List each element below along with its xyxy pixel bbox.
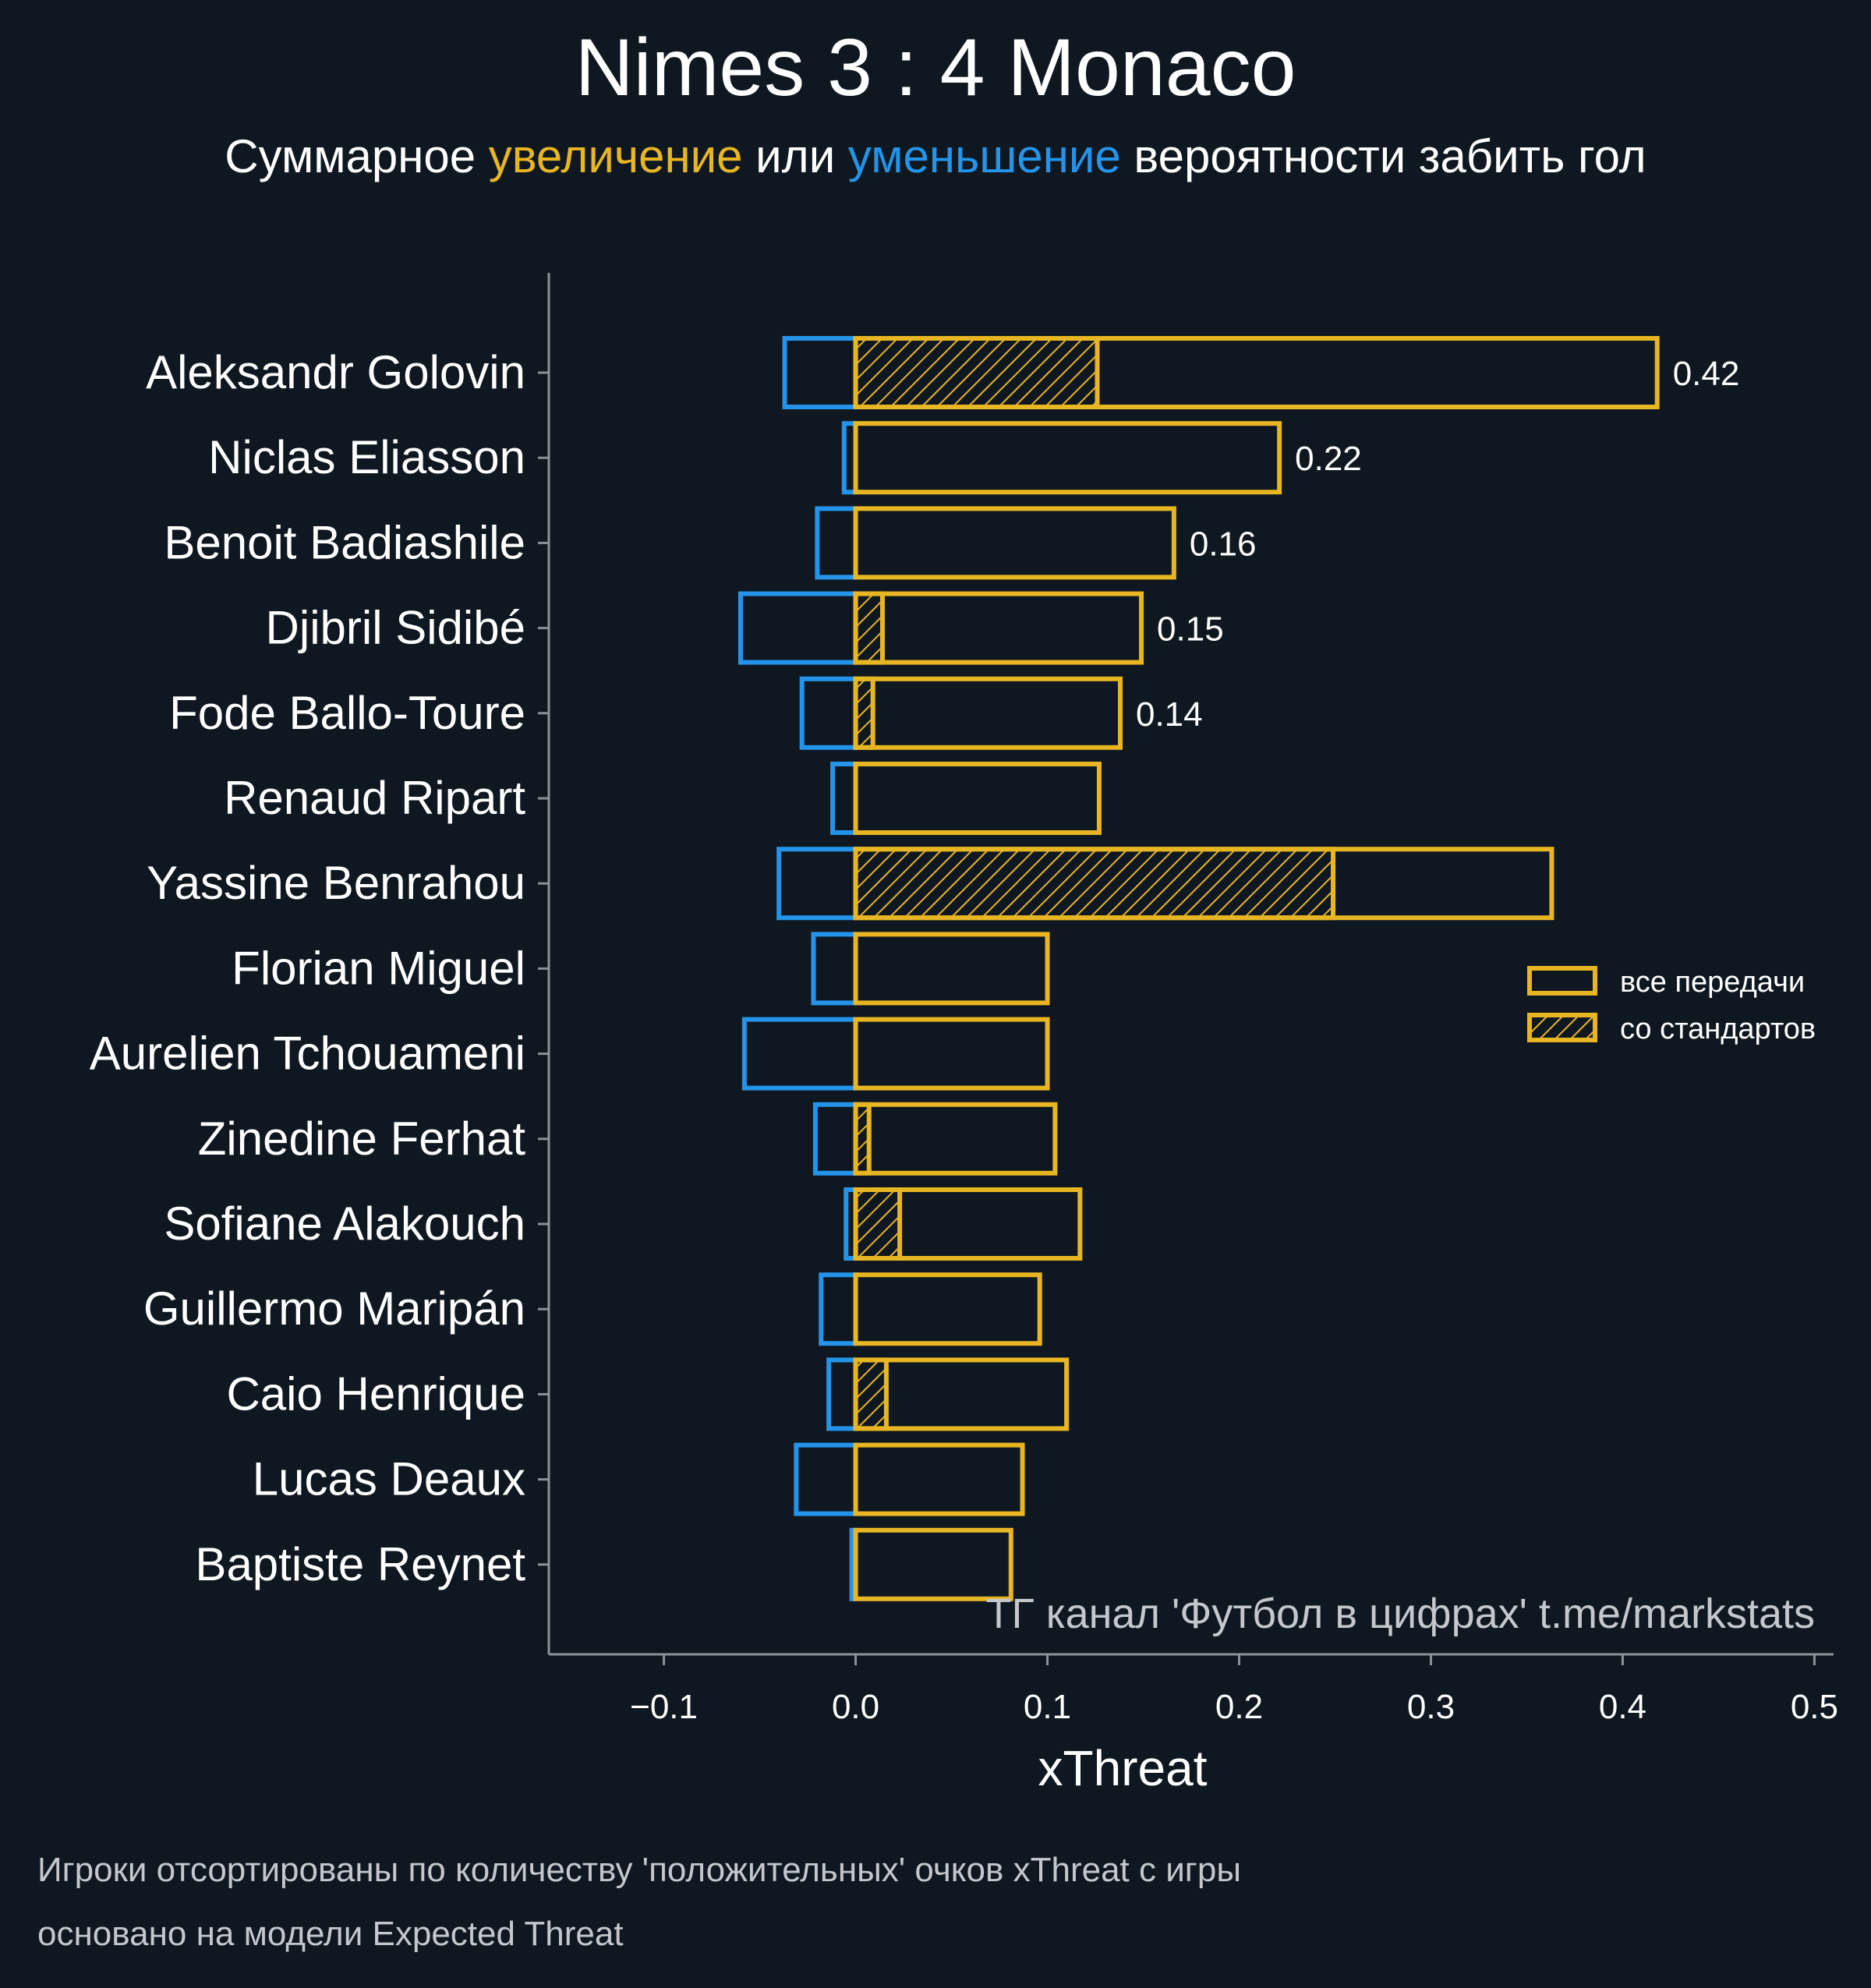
set-piece-bar xyxy=(853,1187,903,1261)
y-tick-label: Aurelien Tchouameni xyxy=(90,1028,525,1080)
negative-bar xyxy=(815,506,858,580)
positive-bar xyxy=(853,1017,1050,1091)
negative-bar xyxy=(782,336,858,409)
set-piece-bar xyxy=(853,676,875,750)
y-tick-label: Benoit Badiashile xyxy=(164,516,525,568)
x-tick-label: 0.0 xyxy=(832,1688,879,1726)
negative-bar xyxy=(799,676,858,750)
legend-swatch-all-passes xyxy=(1527,966,1597,996)
set-piece-bar xyxy=(853,1357,889,1431)
subtitle-part3: вероятности забить гол xyxy=(1120,130,1646,182)
bars xyxy=(737,336,1660,1601)
negative-bar xyxy=(794,1442,858,1516)
x-tick-label: −0.1 xyxy=(630,1688,698,1726)
set-piece-bar xyxy=(853,336,1100,409)
x-axis-label: xThreat xyxy=(1038,1740,1208,1796)
y-tick-label: Florian Miguel xyxy=(232,942,525,994)
x-tick-label: 0.5 xyxy=(1791,1688,1838,1726)
negative-bar xyxy=(812,1102,858,1176)
y-tick-label: Aleksandr Golovin xyxy=(146,346,525,398)
positive-bar xyxy=(853,1272,1042,1346)
positive-bar xyxy=(853,762,1102,835)
data-label: 0.16 xyxy=(1190,525,1257,563)
x-tick-label: 0.2 xyxy=(1215,1688,1263,1726)
subtitle-decrease: уменьшение xyxy=(847,130,1121,182)
x-tick-label: 0.1 xyxy=(1024,1688,1071,1726)
y-tick-label: Djibril Sidibé xyxy=(266,602,525,654)
labels: Aleksandr Golovin 0.42 Niclas Eliasson 0.22… xyxy=(90,346,1740,1590)
subtitle-increase: увеличение xyxy=(488,130,743,182)
y-tick-label: Guillermo Maripán xyxy=(143,1282,525,1335)
positive-bar xyxy=(853,932,1050,1006)
positive-bar xyxy=(853,1102,1058,1176)
negative-bar xyxy=(811,932,858,1006)
footnote-line2: основано на модели Expected Threat xyxy=(37,1915,624,1953)
y-tick-label: Baptiste Reynet xyxy=(195,1538,525,1590)
y-tick-label: Lucas Deaux xyxy=(253,1453,525,1505)
positive-bar xyxy=(853,676,1123,750)
x-tick-label: 0.3 xyxy=(1407,1688,1455,1726)
subtitle-part2: или xyxy=(742,130,848,182)
negative-bar xyxy=(737,591,858,665)
y-tick-label: Yassine Benrahou xyxy=(147,857,525,909)
data-label: 0.14 xyxy=(1136,695,1203,734)
data-label: 0.15 xyxy=(1157,610,1224,649)
y-tick-label: Fode Ballo-Toure xyxy=(169,687,525,739)
y-tick-label: Niclas Eliasson xyxy=(208,431,525,483)
set-piece-bar xyxy=(853,591,885,665)
positive-bar xyxy=(853,421,1282,495)
x-tick-label: 0.4 xyxy=(1599,1688,1646,1726)
positive-bar xyxy=(853,1187,1083,1261)
negative-bar xyxy=(776,847,858,921)
y-tick-label: Sofiane Alakouch xyxy=(164,1197,525,1250)
y-tick-label: Renaud Ripart xyxy=(224,772,525,824)
negative-bar xyxy=(830,762,858,835)
y-tick-label: Zinedine Ferhat xyxy=(198,1113,526,1165)
positive-bar xyxy=(853,1527,1013,1601)
positive-bar xyxy=(853,1442,1025,1516)
footnote-line1: Игроки отсортированы по количеству 'поло… xyxy=(37,1851,1241,1889)
positive-bar xyxy=(853,336,1660,409)
subtitle-part1: Суммарное xyxy=(225,130,489,182)
positive-bar xyxy=(853,506,1176,580)
positive-bar xyxy=(853,1357,1070,1431)
data-label: 0.22 xyxy=(1295,440,1362,478)
negative-bar xyxy=(741,1017,858,1091)
data-label: 0.42 xyxy=(1673,355,1740,393)
chart-subtitle: Суммарное увеличение или уменьшение веро… xyxy=(0,131,1871,182)
legend-swatch-set-pieces xyxy=(1527,1013,1597,1042)
positive-bar xyxy=(853,591,1144,665)
axes: −0.1 0.0 0.1 0.2 0.3 0.4 0.5 xyxy=(538,273,1838,1726)
negative-bar xyxy=(819,1272,858,1346)
chart-title: Nimes 3 : 4 Monaco xyxy=(575,23,1296,113)
negative-bar xyxy=(826,1357,858,1431)
legend-label: все передачи xyxy=(1620,966,1805,999)
legend: все передачи со стандартов xyxy=(1527,966,1816,1045)
legend-label: со стандартов xyxy=(1620,1013,1816,1045)
positive-bar xyxy=(853,847,1554,921)
set-piece-bar xyxy=(853,847,1336,921)
watermark: ТГ канал 'Футбол в цифрах' t.me/markstat… xyxy=(986,1590,1815,1637)
y-tick-label: Caio Henrique xyxy=(226,1367,525,1420)
